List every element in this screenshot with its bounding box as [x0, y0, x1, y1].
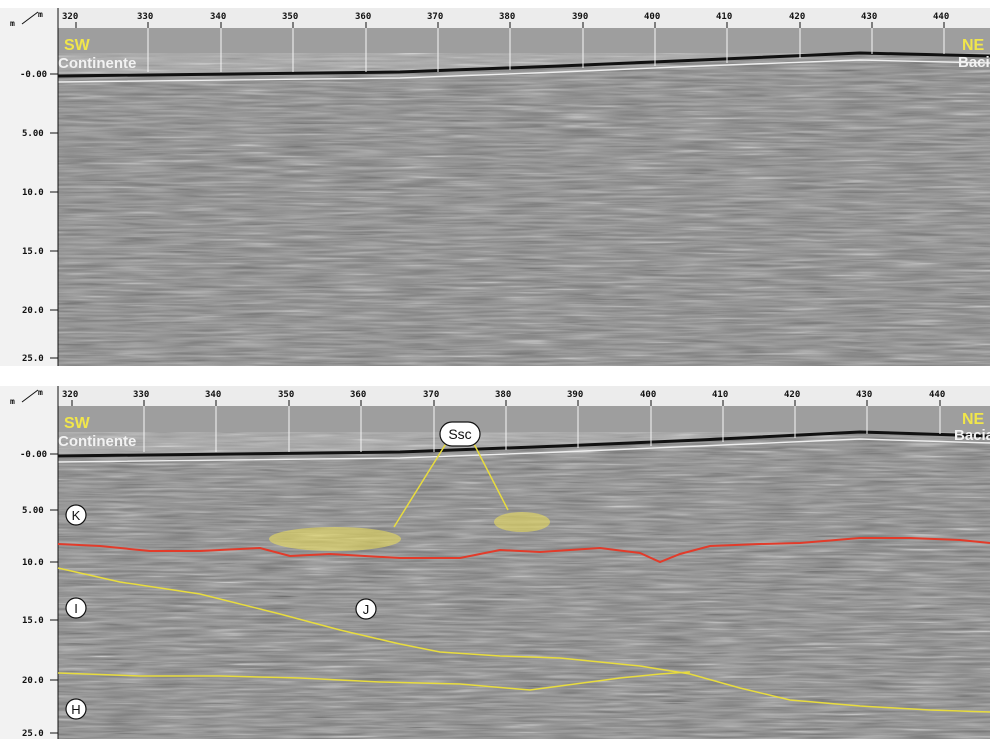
distance-tick-labels: 320 330 340 350 360 370 380 390 400 410 … — [62, 12, 949, 22]
continente-label: Continente — [58, 55, 136, 72]
distance-axis-strip — [58, 386, 990, 406]
x-tick: 390 — [567, 390, 583, 400]
x-tick: 330 — [133, 390, 149, 400]
y-tick: 10.0 — [22, 188, 44, 198]
k-label: K — [72, 508, 81, 523]
gpr-profile-raw: 320 330 340 350 360 370 380 390 400 410 … — [0, 8, 990, 366]
x-tick: 440 — [929, 390, 945, 400]
ne-label: NE — [962, 411, 985, 428]
x-tick: 360 — [355, 12, 371, 22]
x-tick: 410 — [716, 12, 732, 22]
x-tick: 430 — [861, 12, 877, 22]
y-tick: 20.0 — [22, 306, 44, 316]
x-tick: 400 — [640, 390, 656, 400]
y-tick: -0.00 — [20, 450, 47, 460]
x-tick: 340 — [205, 390, 221, 400]
depth-axis-strip — [0, 386, 58, 739]
ssc-body-right — [494, 512, 550, 532]
x-tick: 360 — [350, 390, 366, 400]
depth-tick-labels: -0.00 5.00 10.0 15.0 20.0 25.0 — [20, 450, 47, 739]
x-tick: 380 — [499, 12, 515, 22]
ne-label: NE — [962, 37, 985, 54]
ground-surface — [58, 430, 990, 458]
x-tick: 320 — [62, 12, 78, 22]
yellow-horizon-j — [57, 567, 990, 713]
sw-label: SW — [64, 415, 91, 432]
j-label: J — [363, 602, 370, 617]
i-label: I — [74, 601, 78, 616]
y-tick: 25.0 — [22, 729, 44, 739]
x-tick: 350 — [282, 12, 298, 22]
y-tick: 10.0 — [22, 558, 44, 568]
sw-label: SW — [64, 37, 91, 54]
k-callout: K — [65, 504, 87, 526]
ssc-body-left — [269, 527, 401, 551]
bacia-label: Bacia — [954, 427, 990, 444]
y-unit: m — [10, 19, 15, 28]
x-unit: m — [38, 10, 43, 19]
ssc-label: Ssc — [448, 426, 471, 442]
x-tick: 330 — [137, 12, 153, 22]
distance-gridlines — [147, 28, 945, 72]
x-tick: 320 — [62, 390, 78, 400]
y-tick: 5.00 — [22, 129, 44, 139]
gpr-profile-interpreted-svg: 320 330 340 350 360 370 380 390 400 410 … — [0, 386, 990, 739]
yellow-horizon-h — [57, 671, 691, 691]
i-callout: I — [65, 597, 87, 619]
x-tick: 440 — [933, 12, 949, 22]
h-callout: H — [65, 698, 87, 720]
x-tick: 380 — [495, 390, 511, 400]
ssc-pointer-right — [472, 441, 509, 511]
ssc-pointer-left — [393, 441, 448, 528]
y-tick: 15.0 — [22, 247, 44, 257]
y-tick: -0.00 — [20, 70, 47, 80]
gpr-profile-raw-svg: 320 330 340 350 360 370 380 390 400 410 … — [0, 8, 990, 366]
j-callout: J — [355, 598, 377, 620]
y-tick: 25.0 — [22, 354, 44, 364]
distance-axis-strip — [58, 8, 990, 28]
x-tick: 400 — [644, 12, 660, 22]
red-horizon — [57, 537, 990, 564]
x-tick: 370 — [427, 12, 443, 22]
x-tick: 420 — [784, 390, 800, 400]
bacia-label: Bacia — [958, 54, 990, 71]
y-unit: m — [10, 397, 15, 406]
x-tick: 430 — [856, 390, 872, 400]
x-tick: 410 — [712, 390, 728, 400]
y-tick: 20.0 — [22, 676, 44, 686]
distance-gridlines — [143, 406, 941, 452]
ssc-callout: Ssc — [439, 421, 481, 447]
y-tick: 5.00 — [22, 506, 44, 516]
h-label: H — [71, 702, 80, 717]
ground-surface — [58, 51, 990, 78]
x-tick: 390 — [572, 12, 588, 22]
x-tick: 370 — [423, 390, 439, 400]
y-tick: 15.0 — [22, 616, 44, 626]
gpr-profile-interpreted: 320 330 340 350 360 370 380 390 400 410 … — [0, 386, 990, 739]
x-tick: 340 — [210, 12, 226, 22]
distance-tick-labels: 320 330 340 350 360 370 380 390 400 410 … — [62, 390, 945, 400]
x-tick: 420 — [789, 12, 805, 22]
depth-axis-strip — [0, 8, 58, 366]
x-tick: 350 — [278, 390, 294, 400]
depth-tick-labels: -0.00 5.00 10.0 15.0 20.0 25.0 — [20, 70, 47, 364]
x-unit: m — [38, 388, 43, 397]
continente-label: Continente — [58, 433, 136, 450]
